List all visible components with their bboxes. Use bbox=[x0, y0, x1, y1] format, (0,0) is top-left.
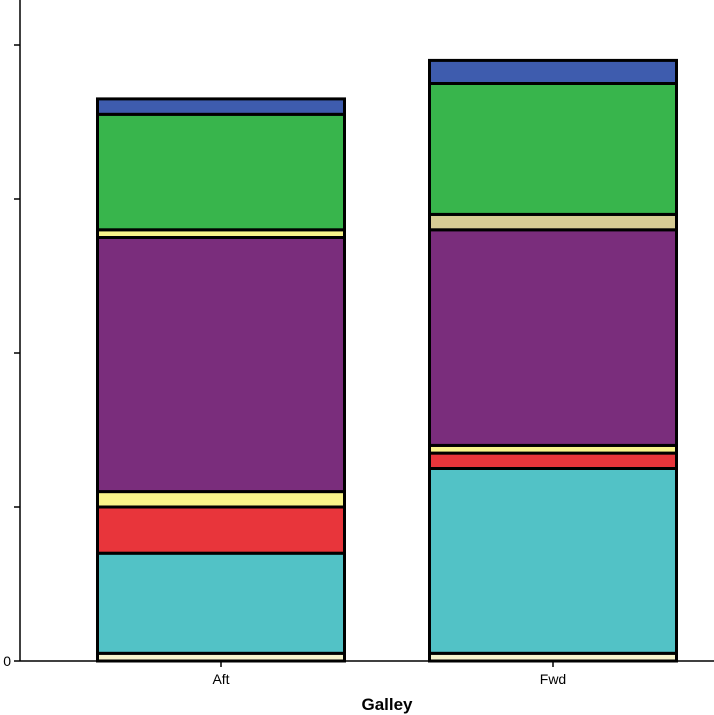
bar-segment bbox=[96, 236, 346, 494]
y-tick-label: 0 bbox=[3, 653, 11, 669]
bar-segment bbox=[96, 112, 346, 232]
bar-segment bbox=[96, 97, 346, 116]
bar-segment bbox=[96, 505, 346, 555]
bar-segment bbox=[428, 212, 678, 232]
bar-segment bbox=[96, 490, 346, 509]
bars-layer bbox=[96, 58, 678, 663]
bar-segment bbox=[428, 467, 678, 655]
bar-segment bbox=[428, 451, 678, 471]
bar-stack-aft bbox=[96, 97, 346, 663]
bar-segment bbox=[96, 551, 346, 655]
x-axis-ticks: Aft Fwd bbox=[212, 661, 566, 687]
bar-segment bbox=[428, 82, 678, 216]
bar-stack-fwd bbox=[428, 58, 678, 663]
x-axis-title: Galley bbox=[361, 695, 413, 714]
bar-segment bbox=[428, 228, 678, 447]
x-tick-label: Fwd bbox=[540, 671, 566, 687]
bar-segment bbox=[428, 58, 678, 86]
y-axis-ticks: 0 bbox=[3, 44, 20, 669]
x-tick-label: Aft bbox=[212, 671, 229, 687]
